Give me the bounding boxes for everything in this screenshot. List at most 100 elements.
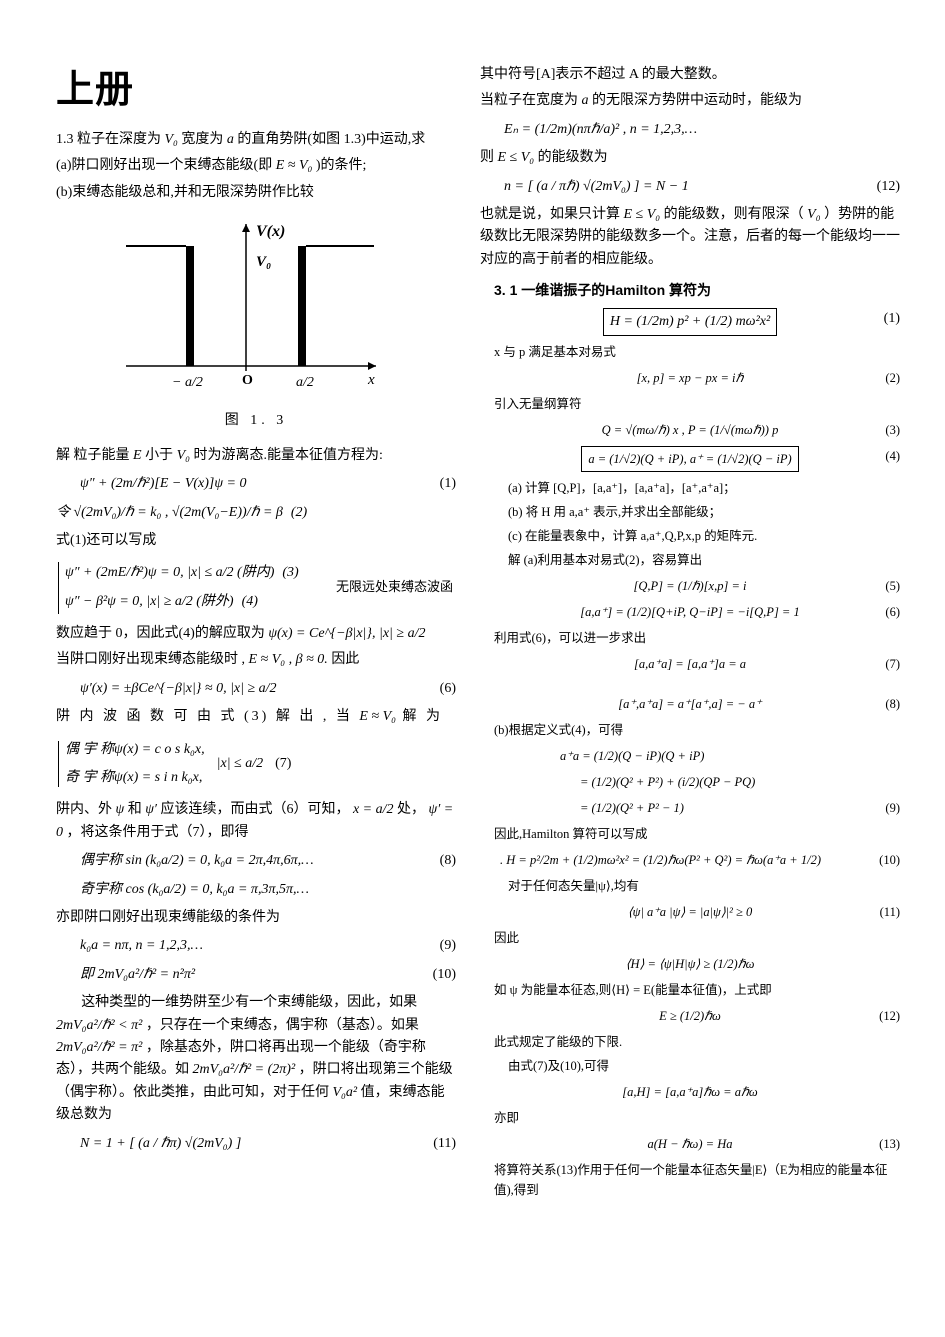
p1c: 的直角势阱(如图 1.3)中运动,求 xyxy=(237,132,425,147)
r4d: V₀ xyxy=(807,207,820,222)
heq3: Q = √(mω/ℏ) x , P = (1/√(mωℏ)) p (3) xyxy=(480,420,900,440)
eq11: N = 1 + [ (a / ℏπ) √(2mV₀) ] xyxy=(80,1133,241,1155)
s1b: 小于 xyxy=(145,448,173,463)
p2e: E ≈ V₀ xyxy=(276,158,313,173)
eq8n: (8) xyxy=(440,850,456,872)
eq-2: 令 √(2mV₀)/ℏ = k₀ , √(2m(V₀−E))/ℏ = β (2) xyxy=(56,502,456,524)
eq-8b: 奇宇称 cos (k₀a/2) = 0, k₀a = π,3π,5π,… xyxy=(80,879,456,901)
heq4t: a = (1/√2)(Q + iP), a⁺ = (1/√2)(Q − iP) xyxy=(581,446,798,472)
req12n: (12) xyxy=(877,176,900,198)
eq3a: ψ″ + (2mE/ℏ²)ψ = 0, |x| ≤ a/2 (阱内) xyxy=(65,562,274,584)
book-title: 上册 xyxy=(56,60,456,121)
r6: 引入无量纲算符 xyxy=(494,394,900,414)
r2: 当粒子在宽度为 a 的无限深方势阱中运动时，能级为 xyxy=(480,90,900,112)
heq6n: (6) xyxy=(885,602,900,622)
heq9b: = (1/2)(Q² + P²) + (i/2)(QP − PQ) xyxy=(580,772,900,792)
r3c: 的能级数为 xyxy=(538,150,608,165)
s5c: 解 为 xyxy=(402,709,443,724)
r17: 将算符关系(13)作用于任何一个能量本征态矢量|E⟩（E为相应的能量本征值),得… xyxy=(494,1160,900,1200)
heq11: ⟨ψ| a⁺a |ψ⟩ = |a|ψ⟩|² ≥ 0 (11) xyxy=(480,902,900,922)
heq1t: H = (1/2m) p² + (1/2) mω²x² xyxy=(603,308,777,336)
eq7c: 奇 宇 称ψ(x) = s i n k₀x, xyxy=(65,767,202,789)
eq1n: (1) xyxy=(440,473,456,495)
eq-1: ψ″ + (2m/ℏ²)[E − V(x)]ψ = 0 (1) xyxy=(80,473,456,495)
heq5: [Q,P] = (1/ℏ)[x,p] = i (5) xyxy=(480,576,900,596)
heq13: a(H − ℏω) = Ha (13) xyxy=(480,1134,900,1154)
svg-text:V(x): V(x) xyxy=(256,223,285,240)
p1a-var: a xyxy=(227,132,234,147)
heq13n: (13) xyxy=(879,1134,900,1154)
heq9a: a⁺a = (1/2)(Q − iP)(Q + iP) xyxy=(560,746,900,766)
r2c: 的无限深方势阱中运动时，能级为 xyxy=(592,93,802,108)
prob-1-3: 1.3 粒子在深度为 V₀ 宽度为 a 的直角势阱(如图 1.3)中运动,求 xyxy=(56,129,456,151)
r9: (b)根据定义式(4)，可得 xyxy=(494,720,900,740)
heq12bt: E ≥ (1/2)ℏω xyxy=(659,1006,721,1026)
heq9c: = (1/2)(Q² + P² − 1) xyxy=(580,798,684,818)
eq2a: 令 √(2mV₀)/ℏ = k₀ , √(2m(V₀−E))/ℏ = β xyxy=(56,502,283,524)
s8: 这种类型的一维势阱至少有一个束缚能级，因此，如果 2mV₀a²/ℏ² < π² … xyxy=(56,992,456,1126)
eq-7c: 奇 宇 称ψ(x) = s i n k₀x, xyxy=(65,767,205,789)
svg-text:− a/2: − a/2 xyxy=(172,375,203,390)
heq11n: (11) xyxy=(880,902,900,922)
r5: x 与 p 满足基本对易式 xyxy=(494,342,900,362)
eq-8a: 偶宇称 sin (k₀a/2) = 0, k₀a = 2π,4π,6π,… (8… xyxy=(80,850,456,872)
eq7n: (7) xyxy=(275,753,291,775)
r15: 由式(7)及(10),可得 xyxy=(508,1056,900,1076)
req1t: Eₙ = (1/2m)(nπℏ/a)² , n = 1,2,3,… xyxy=(504,119,697,141)
eq10a: 即 2mV₀a²/ℏ² = n²π² xyxy=(80,964,195,986)
eq3n: (3) xyxy=(282,562,298,584)
r1: 其中符号[A]表示不超过 A 的最大整数。 xyxy=(480,64,900,86)
eq2n: (2) xyxy=(291,502,307,524)
s6c: 和 xyxy=(128,802,142,817)
r4a: 也就是说，如果只计算 xyxy=(480,207,620,222)
s6b: ψ xyxy=(116,802,125,817)
svg-text:a/2: a/2 xyxy=(296,375,314,390)
s8c: ，只存在一个束缚态，偶宇称（基态）。如果 xyxy=(146,1018,419,1033)
r16: 亦即 xyxy=(494,1108,900,1128)
s6d: ψ′ xyxy=(145,802,157,817)
eq7a: 偶 宇 称ψ(x) = c o s k₀x, xyxy=(65,739,205,761)
heq7: [a,a⁺a] = [a,a⁺]a = a (7) xyxy=(480,654,900,674)
heq5t: [Q,P] = (1/ℏ)[x,p] = i xyxy=(634,576,747,596)
heq10-row: . H = p²/2m + (1/2)mω²x² = (1/2)ℏω(P² + … xyxy=(500,850,900,870)
r12: 因此 xyxy=(494,928,900,948)
prob-b: (b)束缚态能级总和,并和无限深势阱作比较 xyxy=(56,182,456,204)
r3b: E ≤ V₀ xyxy=(498,150,535,165)
heq12b: E ≥ (1/2)ℏω (12) xyxy=(480,1006,900,1026)
heq6: [a,a⁺] = (1/2)[Q+iP, Q−iP] = −i[Q,P] = 1… xyxy=(480,602,900,622)
heq13t: a(H − ℏω) = Ha xyxy=(648,1134,733,1154)
eq10n: (10) xyxy=(433,964,456,986)
heq13a: [a,H] = [a,a⁺a]ℏω = aℏω xyxy=(480,1082,900,1102)
prob-a: (a)阱口刚好出现一个束缚态能级(即 E ≈ V₀ )的条件; xyxy=(56,155,456,177)
r4c: 的能级数，则有限深（ xyxy=(664,207,804,222)
s7: 亦即阱口刚好出现束缚能级的条件为 xyxy=(56,907,456,929)
r7a: (a) 计算 [Q,P]，[a,a⁺]，[a,a⁺a]，[a⁺,a⁺a]； xyxy=(508,478,900,498)
p1a: 1.3 粒子在深度为 xyxy=(56,132,161,147)
sec-3-1: 3. 1 一维谐振子的Hamilton 算符为 xyxy=(494,279,900,301)
eq11n: (11) xyxy=(433,1133,456,1155)
s8f: 2mV₀a²/ℏ² = (2π)² xyxy=(193,1062,296,1077)
s6e: 应该连续，而由式（6）可知， xyxy=(160,802,349,817)
svg-text:O: O xyxy=(242,373,253,388)
eq-9: k₀a = nπ, n = 1,2,3,… (9) xyxy=(80,935,456,957)
heq5n: (5) xyxy=(885,576,900,596)
s8b: 2mV₀a²/ℏ² < π² xyxy=(56,1018,142,1033)
heq9c-row: = (1/2)(Q² + P² − 1) (9) xyxy=(580,798,900,818)
r11: 对于任何态矢量|ψ⟩,均有 xyxy=(508,876,900,896)
heq6t: [a,a⁺] = (1/2)[Q+iP, Q−iP] = −i[Q,P] = 1 xyxy=(580,602,800,622)
heq8n: (8) xyxy=(885,694,900,714)
eq-10: 即 2mV₀a²/ℏ² = n²π² (10) xyxy=(80,964,456,986)
heq2: [x, p] = xp − px = iℏ (2) xyxy=(480,368,900,388)
s3: 数应趋于 0，因此式(4)的解应取为 ψ(x) = Ce^{−β|x|}, |x… xyxy=(56,623,456,645)
r7b: (b) 将 H 用 a,a⁺ 表示,并求出全部能级； xyxy=(508,502,900,522)
heq3n: (3) xyxy=(885,420,900,440)
s6i: ，将这条件用于式（7），即得 xyxy=(67,825,249,840)
req1: Eₙ = (1/2m)(nπℏ/a)² , n = 1,2,3,… xyxy=(504,119,900,141)
s5b: E ≈ V₀ xyxy=(359,709,396,724)
s4b: E ≈ V₀ , β ≈ 0. xyxy=(249,652,328,667)
heq4n: (4) xyxy=(885,446,900,466)
heq11t: ⟨ψ| a⁺a |ψ⟩ = |a|ψ⟩|² ≥ 0 xyxy=(628,902,753,922)
s1c: 时为游离态.能量本征值方程为: xyxy=(193,448,382,463)
req12t: n = [ (a / πℏ) √(2mV₀) ] = N − 1 xyxy=(504,176,689,198)
heq1n: (1) xyxy=(884,308,900,330)
